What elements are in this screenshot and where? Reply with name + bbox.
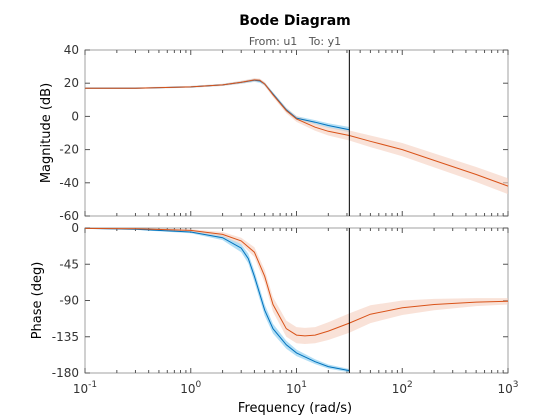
x-axis-label: Frequency (rad/s) <box>238 401 352 416</box>
magnitude-y-tick-label: 0 <box>71 109 79 123</box>
magnitude-y-tick-label: 40 <box>64 43 79 57</box>
magnitude-series-1-line <box>85 79 509 187</box>
phase-y-tick-label: -45 <box>59 257 79 271</box>
x-tick-label-exponent: -1 <box>88 380 97 390</box>
phase-y-axis-label: Phase (deg) <box>30 262 45 340</box>
x-tick-label-base: 10 <box>73 382 88 396</box>
magnitude-y-tick-label: -40 <box>59 176 79 190</box>
chart-subtitle: From: u1 To: y1 <box>249 35 341 48</box>
x-tick-label-exponent: 1 <box>301 380 307 390</box>
phase-panel: 0 -45 -90 -135 -180 Phase (deg) <box>30 221 509 380</box>
x-tick-label-base: 10 <box>286 382 301 396</box>
magnitude-y-tick-label: 20 <box>64 76 79 90</box>
x-tick-label-exponent: 0 <box>196 380 202 390</box>
x-tick-label-base: 10 <box>497 382 512 396</box>
phase-series-0-line <box>84 227 350 372</box>
x-tick-label: 10-1 <box>73 380 97 396</box>
x-tick-label-base: 10 <box>392 382 407 396</box>
magnitude-y-axis-label: Magnitude (dB) <box>39 83 54 183</box>
magnitude-y-tick-label: -20 <box>59 143 79 157</box>
phase-series-1-confidence-band <box>85 228 508 344</box>
phase-y-tick-label: -135 <box>52 330 79 344</box>
magnitude-panel: 40 20 0 -20 -40 -60 Magnitude (dB) <box>39 43 509 223</box>
magnitude-y-tick-label: -60 <box>59 209 79 223</box>
x-tick-label: 102 <box>392 380 413 396</box>
x-tick-label-base: 10 <box>180 382 195 396</box>
subtitle-from: From: u1 <box>249 35 297 48</box>
x-tick-label-exponent: 2 <box>407 380 413 390</box>
x-tick-label: 100 <box>180 380 201 396</box>
x-tick-label-exponent: 3 <box>513 380 519 390</box>
x-tick-labels: 10-1 100 101 102 103 <box>73 380 519 396</box>
chart-title: Bode Diagram <box>239 13 351 29</box>
magnitude-frame <box>84 49 509 217</box>
phase-series-1-line <box>84 227 509 337</box>
x-tick-label: 103 <box>497 380 518 396</box>
subtitle-to: To: y1 <box>308 35 341 48</box>
phase-y-tick-label: -90 <box>59 294 79 308</box>
phase-y-tick-label: 0 <box>71 221 79 235</box>
x-tick-label: 101 <box>286 380 307 396</box>
phase-y-tick-label: -180 <box>52 366 79 380</box>
